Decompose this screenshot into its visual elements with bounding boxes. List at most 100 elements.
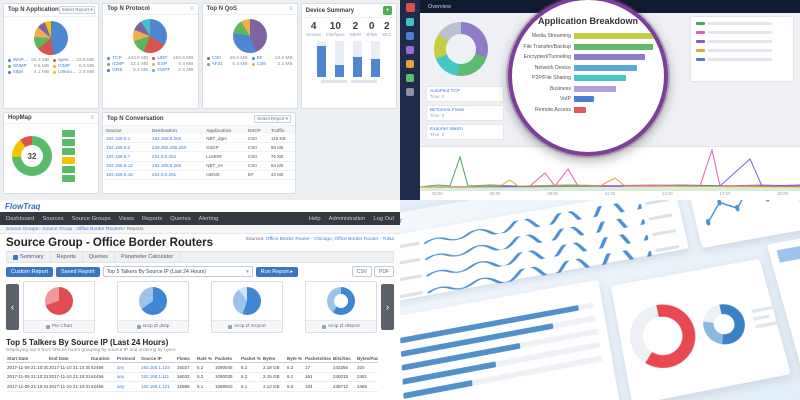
source-ip-link[interactable]: 192.168.9.7 [103,152,149,162]
report-select[interactable]: Select Report ▾ [58,6,96,14]
legend-label-link[interactable]: speedtest [58,58,74,63]
legend-label-link[interactable]: SNMP [13,64,27,69]
hopmap-cell[interactable] [62,166,75,173]
sidebar-nav-icon[interactable] [406,60,414,68]
device-count[interactable]: 4 Devices [306,21,321,37]
table-row[interactable]: 2017-11-09 21:10:31 2017-11-10 21:10:31 … [6,373,394,383]
destination-ip-link[interactable]: 192.168.9.255 [148,134,204,144]
breakdown-row[interactable]: P2P/File Sharing [512,75,664,81]
source-ip-link[interactable]: 192.168.9.15 [103,171,149,180]
policy-name-link[interactable]: BitTorrent Flows [430,108,465,113]
device-count[interactable]: 2 WLC [382,21,391,37]
qos-pie-chart[interactable] [232,19,267,53]
column-header[interactable]: Bytes/Packet [356,356,378,363]
card-menu-icon[interactable]: ≡ [90,115,94,121]
column-header[interactable]: Flows [176,355,196,363]
column-header[interactable]: Rate % [196,356,214,363]
source-ip-link[interactable]: 192.168.9.1 [103,134,149,144]
breakdown-row[interactable]: Remote Access [512,106,664,113]
policy-row[interactable]: BitTorrent Flows Time: 0 [426,105,504,121]
destination-ip-link[interactable]: 239.255.255.250 [148,143,204,153]
column-header[interactable]: Start Date [6,355,48,363]
sidebar-nav-icon[interactable] [406,46,414,54]
custom-report-button[interactable]: Custom Report [6,266,53,277]
legend-label-link[interactable]: ICMP [112,62,125,67]
legend-label-link[interactable]: ICMP [58,64,71,69]
device-count[interactable]: 10 Interfaces [326,21,344,37]
traffic-time-series-chart[interactable]: 02:00 05:00 08:00 11:00 14:00 17:00 20:00 [420,146,800,200]
report-select[interactable]: Top 5 Talkers By Source IP (Last 24 Hour… [102,266,253,277]
tab[interactable]: Queries [83,252,116,262]
sidebar-nav-icon[interactable] [406,18,414,26]
legend-label-link[interactable]: UDP [157,56,168,61]
csv-export-button[interactable]: CSV [351,266,372,277]
legend-label-link[interactable]: EF [256,56,263,61]
column-header[interactable]: Packets/Sec [304,356,332,363]
breadcrumb-item[interactable]: Source Group - Office Border Routers [38,227,122,232]
legend-label-link[interactable]: ESP [157,62,167,67]
hopmap-cell[interactable] [62,139,75,146]
nav-item[interactable]: Reports [141,215,163,222]
breakdown-row[interactable]: File Transfer/Backup [512,43,664,50]
source-link[interactable]: Office Border Router - Chicago [265,237,332,242]
red-donut-chart[interactable] [624,299,702,374]
saved-report-button[interactable]: Saved Report [56,266,100,277]
breadcrumb-item[interactable]: Reports [123,227,144,232]
nav-item[interactable]: Administration [328,215,366,222]
nav-item[interactable]: Dashboard [6,215,35,222]
report-chart-card[interactable]: srcip ⇄ dstport [305,281,377,333]
column-header[interactable]: Bytes [262,355,286,363]
nav-item[interactable]: Alerting [198,215,219,222]
source-ip-link[interactable]: 192.168.1.121 [140,382,176,392]
source-ip-link[interactable]: 192.168.1.103 [140,363,176,373]
breadcrumb-item[interactable]: Source Groups [6,226,39,232]
sidebar-nav-icon[interactable] [406,88,414,96]
column-header[interactable]: Bits/Sec [332,355,356,363]
pdf-export-button[interactable]: PDF [374,266,394,277]
tab[interactable]: Parameter Calculator [115,252,181,262]
tab[interactable]: Summary [7,252,51,262]
report-chart-card[interactable]: srcip ⇄ dstip [117,281,189,333]
run-report-button[interactable]: Run Report ▸ [255,266,299,277]
destination-ip-link[interactable]: 224.0.0.252 [148,152,204,162]
hopmap-cell[interactable] [62,148,75,155]
hopmap-cell[interactable] [62,175,75,182]
next-arrow-icon[interactable]: › [381,284,394,330]
sidebar-nav-icon[interactable] [406,32,414,40]
tab[interactable]: Reports [51,252,83,262]
column-header[interactable]: Source IP [140,355,176,363]
column-header[interactable]: Duration [90,355,116,363]
breakdown-row[interactable]: Encrypted/Tunneling [512,54,664,60]
report-chart-card[interactable]: srcip ⇄ srcport [211,281,283,333]
blue-donut-chart[interactable] [699,300,750,348]
application-pie-chart[interactable] [34,21,69,55]
nav-item[interactable]: Help [308,215,321,222]
breakdown-row[interactable]: Network Device [512,64,664,71]
breakdown-row[interactable]: Media Streaming [512,33,664,39]
source-ip-link[interactable]: 192.168.1.111 [140,373,176,383]
column-header[interactable]: End Date [48,355,90,363]
nav-item[interactable]: Log Out [373,215,394,222]
protocol-pie-chart[interactable] [133,19,168,53]
source-link[interactable]: Office Border Router - Tulsa [332,237,394,242]
protocol-link[interactable]: any [116,382,140,392]
legend-label-link[interactable]: WAP_Syslog [13,58,30,63]
hopmap-cell[interactable] [62,130,75,137]
hopmap-cell[interactable] [62,157,75,164]
app-logo-icon[interactable] [405,3,415,12]
table-row[interactable]: 2017-11-09 21:10:30 2017-11-10 21:10:30 … [6,363,394,373]
nav-item[interactable]: Source Groups [71,215,111,222]
nav-item[interactable]: Queries [170,215,191,222]
sidebar-nav-icon[interactable] [406,74,414,82]
legend-label-link[interactable]: CS0 [211,56,221,61]
nav-item[interactable]: Sources [42,215,64,222]
report-chart-card[interactable]: Pie Chart [23,281,95,333]
breakdown-row[interactable]: VoIP [512,96,664,102]
hopmap-donut-chart[interactable]: 32 [12,136,52,176]
table-row[interactable]: 2017-11-09 21:10:31 2017-11-10 21:10:31 … [6,382,394,392]
column-header[interactable]: Packets [214,355,240,363]
apps-donut-chart[interactable] [434,22,488,76]
app-logo[interactable]: FlowTraq [5,201,41,211]
column-header[interactable]: Byte % [286,356,304,363]
source-ip-link[interactable]: 192.168.9.12 [103,162,149,171]
